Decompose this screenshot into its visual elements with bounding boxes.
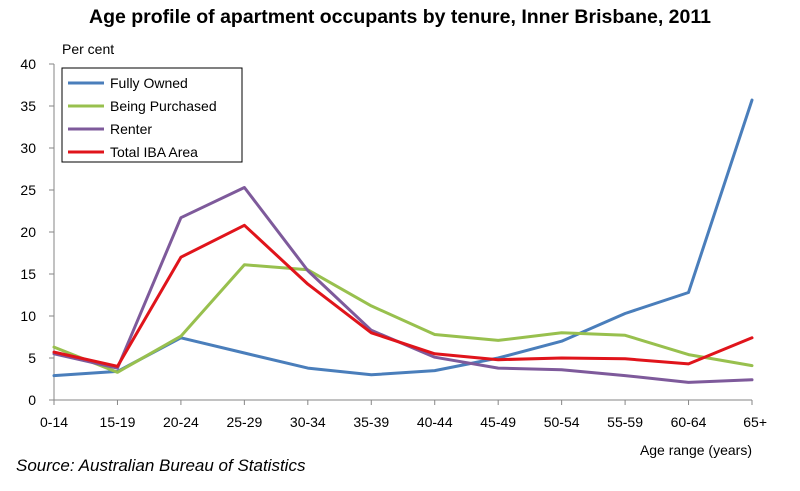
x-tick-label: 40-44: [417, 414, 453, 430]
y-axis-ticks: 0 5 10 15 20 25 30 35 40: [20, 56, 54, 408]
x-axis-label: Age range (years): [640, 442, 752, 458]
legend-entry-label: Renter: [110, 121, 152, 137]
y-tick-label: 15: [20, 266, 36, 282]
series-lines: [52, 98, 754, 384]
y-tick-label: 5: [28, 350, 36, 366]
series-line-being-purchased: [52, 263, 754, 374]
x-tick-label: 20-24: [163, 414, 199, 430]
x-tick-label: 30-34: [290, 414, 326, 430]
x-tick-label: 55-59: [607, 414, 643, 430]
y-tick-label: 40: [20, 56, 36, 72]
x-tick-label: 35-39: [353, 414, 389, 430]
x-tick-label: 25-29: [226, 414, 262, 430]
x-tick-label: 50-54: [544, 414, 580, 430]
legend: Fully Owned Being Purchased Renter Total IB…: [61, 67, 243, 163]
legend-entry-label: Fully Owned: [110, 75, 188, 91]
legend-entry-label: Being Purchased: [110, 98, 217, 114]
y-tick-label: 25: [20, 182, 36, 198]
chart-title: Age profile of apartment occupants by te…: [89, 6, 711, 28]
y-axis-label: Per cent: [62, 41, 114, 57]
x-tick-label: 15-19: [100, 414, 136, 430]
x-tick-label: 45-49: [480, 414, 516, 430]
x-axis-ticks: 0-14 15-19 20-24 25-29 30-34 35-39 40-44 45-49 5…: [40, 400, 767, 430]
series-line-total-iba-area: [52, 223, 754, 368]
y-tick-label: 20: [20, 224, 36, 240]
y-tick-label: 0: [28, 392, 36, 408]
legend-entry-label: Total IBA Area: [110, 144, 198, 160]
x-tick-label: 60-64: [671, 414, 707, 430]
y-tick-label: 35: [20, 98, 36, 114]
y-tick-label: 10: [20, 308, 36, 324]
x-tick-label: 0-14: [40, 414, 68, 430]
series-line-renter: [52, 186, 754, 384]
x-tick-label: 65+: [743, 414, 767, 430]
source-note: Source: Australian Bureau of Statistics: [16, 456, 306, 475]
y-tick-label: 30: [20, 140, 36, 156]
